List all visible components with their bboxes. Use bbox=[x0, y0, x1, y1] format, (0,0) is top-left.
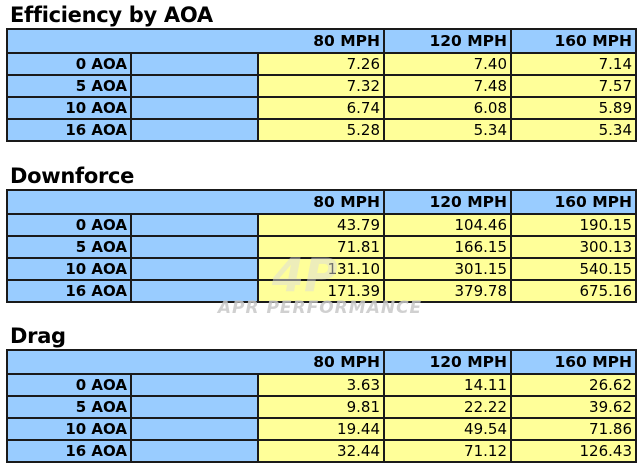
table-row: 16 AOA 32.44 71.12 126.43 bbox=[6, 439, 637, 463]
blank-cell bbox=[130, 118, 259, 142]
header-blank bbox=[131, 28, 258, 54]
value-cell: 301.15 bbox=[383, 257, 512, 281]
column-header: 80 MPH bbox=[258, 189, 384, 215]
value-cell: 71.86 bbox=[510, 417, 637, 441]
value-cell: 26.62 bbox=[510, 373, 637, 397]
header-row: 80 MPH 120 MPH 160 MPH bbox=[7, 349, 636, 375]
value-cell: 71.81 bbox=[257, 235, 385, 259]
table-section: Drag 80 MPH 120 MPH 160 MPH 0 AOA 3.63 14.11 26… bbox=[6, 323, 637, 463]
column-header: 120 MPH bbox=[383, 28, 511, 54]
table-row: 5 AOA 9.81 22.22 39.62 bbox=[6, 395, 637, 419]
blank-cell bbox=[130, 74, 259, 98]
column-header: 160 MPH bbox=[510, 189, 636, 215]
blank-cell bbox=[130, 417, 259, 441]
value-cell: 171.39 bbox=[257, 279, 385, 303]
table-row: 0 AOA 3.63 14.11 26.62 bbox=[6, 373, 637, 397]
table-title: Downforce bbox=[10, 164, 135, 188]
value-cell: 7.57 bbox=[510, 74, 637, 98]
value-cell: 6.74 bbox=[257, 96, 385, 120]
table-row: 10 AOA 131.10 301.15 540.15 bbox=[6, 257, 637, 281]
header-blank bbox=[7, 189, 131, 215]
table-row: 16 AOA 171.39 379.78 675.16 bbox=[6, 279, 637, 303]
value-cell: 7.26 bbox=[257, 52, 385, 76]
table-section: Efficiency by AOA 80 MPH 120 MPH 160 MPH 0 A… bbox=[6, 2, 637, 142]
row-label: 5 AOA bbox=[6, 74, 132, 98]
header-row: 80 MPH 120 MPH 160 MPH bbox=[7, 189, 636, 215]
column-header: 120 MPH bbox=[383, 349, 511, 375]
column-header: 120 MPH bbox=[383, 189, 511, 215]
value-cell: 300.13 bbox=[510, 235, 637, 259]
blank-cell bbox=[130, 96, 259, 120]
blank-cell bbox=[130, 395, 259, 419]
blank-cell bbox=[130, 213, 259, 237]
table-row: 10 AOA 6.74 6.08 5.89 bbox=[6, 96, 637, 120]
value-cell: 540.15 bbox=[510, 257, 637, 281]
value-cell: 5.34 bbox=[510, 118, 637, 142]
table-row: 0 AOA 7.26 7.40 7.14 bbox=[6, 52, 637, 76]
header-blank bbox=[7, 349, 131, 375]
blank-cell bbox=[130, 279, 259, 303]
value-cell: 379.78 bbox=[383, 279, 512, 303]
value-cell: 14.11 bbox=[383, 373, 512, 397]
column-header: 80 MPH bbox=[258, 349, 384, 375]
table-row: 5 AOA 7.32 7.48 7.57 bbox=[6, 74, 637, 98]
value-cell: 43.79 bbox=[257, 213, 385, 237]
value-cell: 126.43 bbox=[510, 439, 637, 463]
value-cell: 7.40 bbox=[383, 52, 512, 76]
table-row: 10 AOA 19.44 49.54 71.86 bbox=[6, 417, 637, 441]
value-cell: 39.62 bbox=[510, 395, 637, 419]
value-cell: 3.63 bbox=[257, 373, 385, 397]
value-cell: 32.44 bbox=[257, 439, 385, 463]
table-section: Downforce 80 MPH 120 MPH 160 MPH 0 AOA 43.79 1… bbox=[6, 163, 637, 303]
row-label: 0 AOA bbox=[6, 373, 132, 397]
value-cell: 7.32 bbox=[257, 74, 385, 98]
table-title: Drag bbox=[10, 324, 66, 348]
header-blank bbox=[7, 28, 131, 54]
table-row: 16 AOA 5.28 5.34 5.34 bbox=[6, 118, 637, 142]
value-cell: 5.28 bbox=[257, 118, 385, 142]
blank-cell bbox=[130, 257, 259, 281]
value-cell: 131.10 bbox=[257, 257, 385, 281]
table-row: 0 AOA 43.79 104.46 190.15 bbox=[6, 213, 637, 237]
value-cell: 7.14 bbox=[510, 52, 637, 76]
value-cell: 6.08 bbox=[383, 96, 512, 120]
row-label: 0 AOA bbox=[6, 52, 132, 76]
blank-cell bbox=[130, 439, 259, 463]
header-row: 80 MPH 120 MPH 160 MPH bbox=[7, 28, 636, 54]
value-cell: 19.44 bbox=[257, 417, 385, 441]
value-cell: 49.54 bbox=[383, 417, 512, 441]
blank-cell bbox=[130, 373, 259, 397]
row-label: 16 AOA bbox=[6, 279, 132, 303]
value-cell: 7.48 bbox=[383, 74, 512, 98]
column-header: 80 MPH bbox=[258, 28, 384, 54]
column-header: 160 MPH bbox=[510, 28, 636, 54]
value-cell: 22.22 bbox=[383, 395, 512, 419]
table-row: 5 AOA 71.81 166.15 300.13 bbox=[6, 235, 637, 259]
row-label: 10 AOA bbox=[6, 96, 132, 120]
blank-cell bbox=[130, 52, 259, 76]
column-header: 160 MPH bbox=[510, 349, 636, 375]
row-label: 10 AOA bbox=[6, 417, 132, 441]
value-cell: 104.46 bbox=[383, 213, 512, 237]
value-cell: 166.15 bbox=[383, 235, 512, 259]
value-cell: 5.89 bbox=[510, 96, 637, 120]
value-cell: 71.12 bbox=[383, 439, 512, 463]
row-label: 5 AOA bbox=[6, 395, 132, 419]
value-cell: 5.34 bbox=[383, 118, 512, 142]
row-label: 0 AOA bbox=[6, 213, 132, 237]
data-table: 80 MPH 120 MPH 160 MPH 0 AOA 3.63 14.11 26.62 5… bbox=[6, 349, 637, 463]
header-blank bbox=[131, 189, 258, 215]
row-label: 16 AOA bbox=[6, 439, 132, 463]
row-label: 16 AOA bbox=[6, 118, 132, 142]
header-blank bbox=[131, 349, 258, 375]
row-label: 10 AOA bbox=[6, 257, 132, 281]
row-label: 5 AOA bbox=[6, 235, 132, 259]
table-title: Efficiency by AOA bbox=[10, 3, 213, 27]
value-cell: 9.81 bbox=[257, 395, 385, 419]
data-table: 80 MPH 120 MPH 160 MPH 0 AOA 7.26 7.40 7.14 5 A… bbox=[6, 28, 637, 142]
data-table: 80 MPH 120 MPH 160 MPH 0 AOA 43.79 104.46 190.… bbox=[6, 189, 637, 303]
blank-cell bbox=[130, 235, 259, 259]
value-cell: 190.15 bbox=[510, 213, 637, 237]
value-cell: 675.16 bbox=[510, 279, 637, 303]
